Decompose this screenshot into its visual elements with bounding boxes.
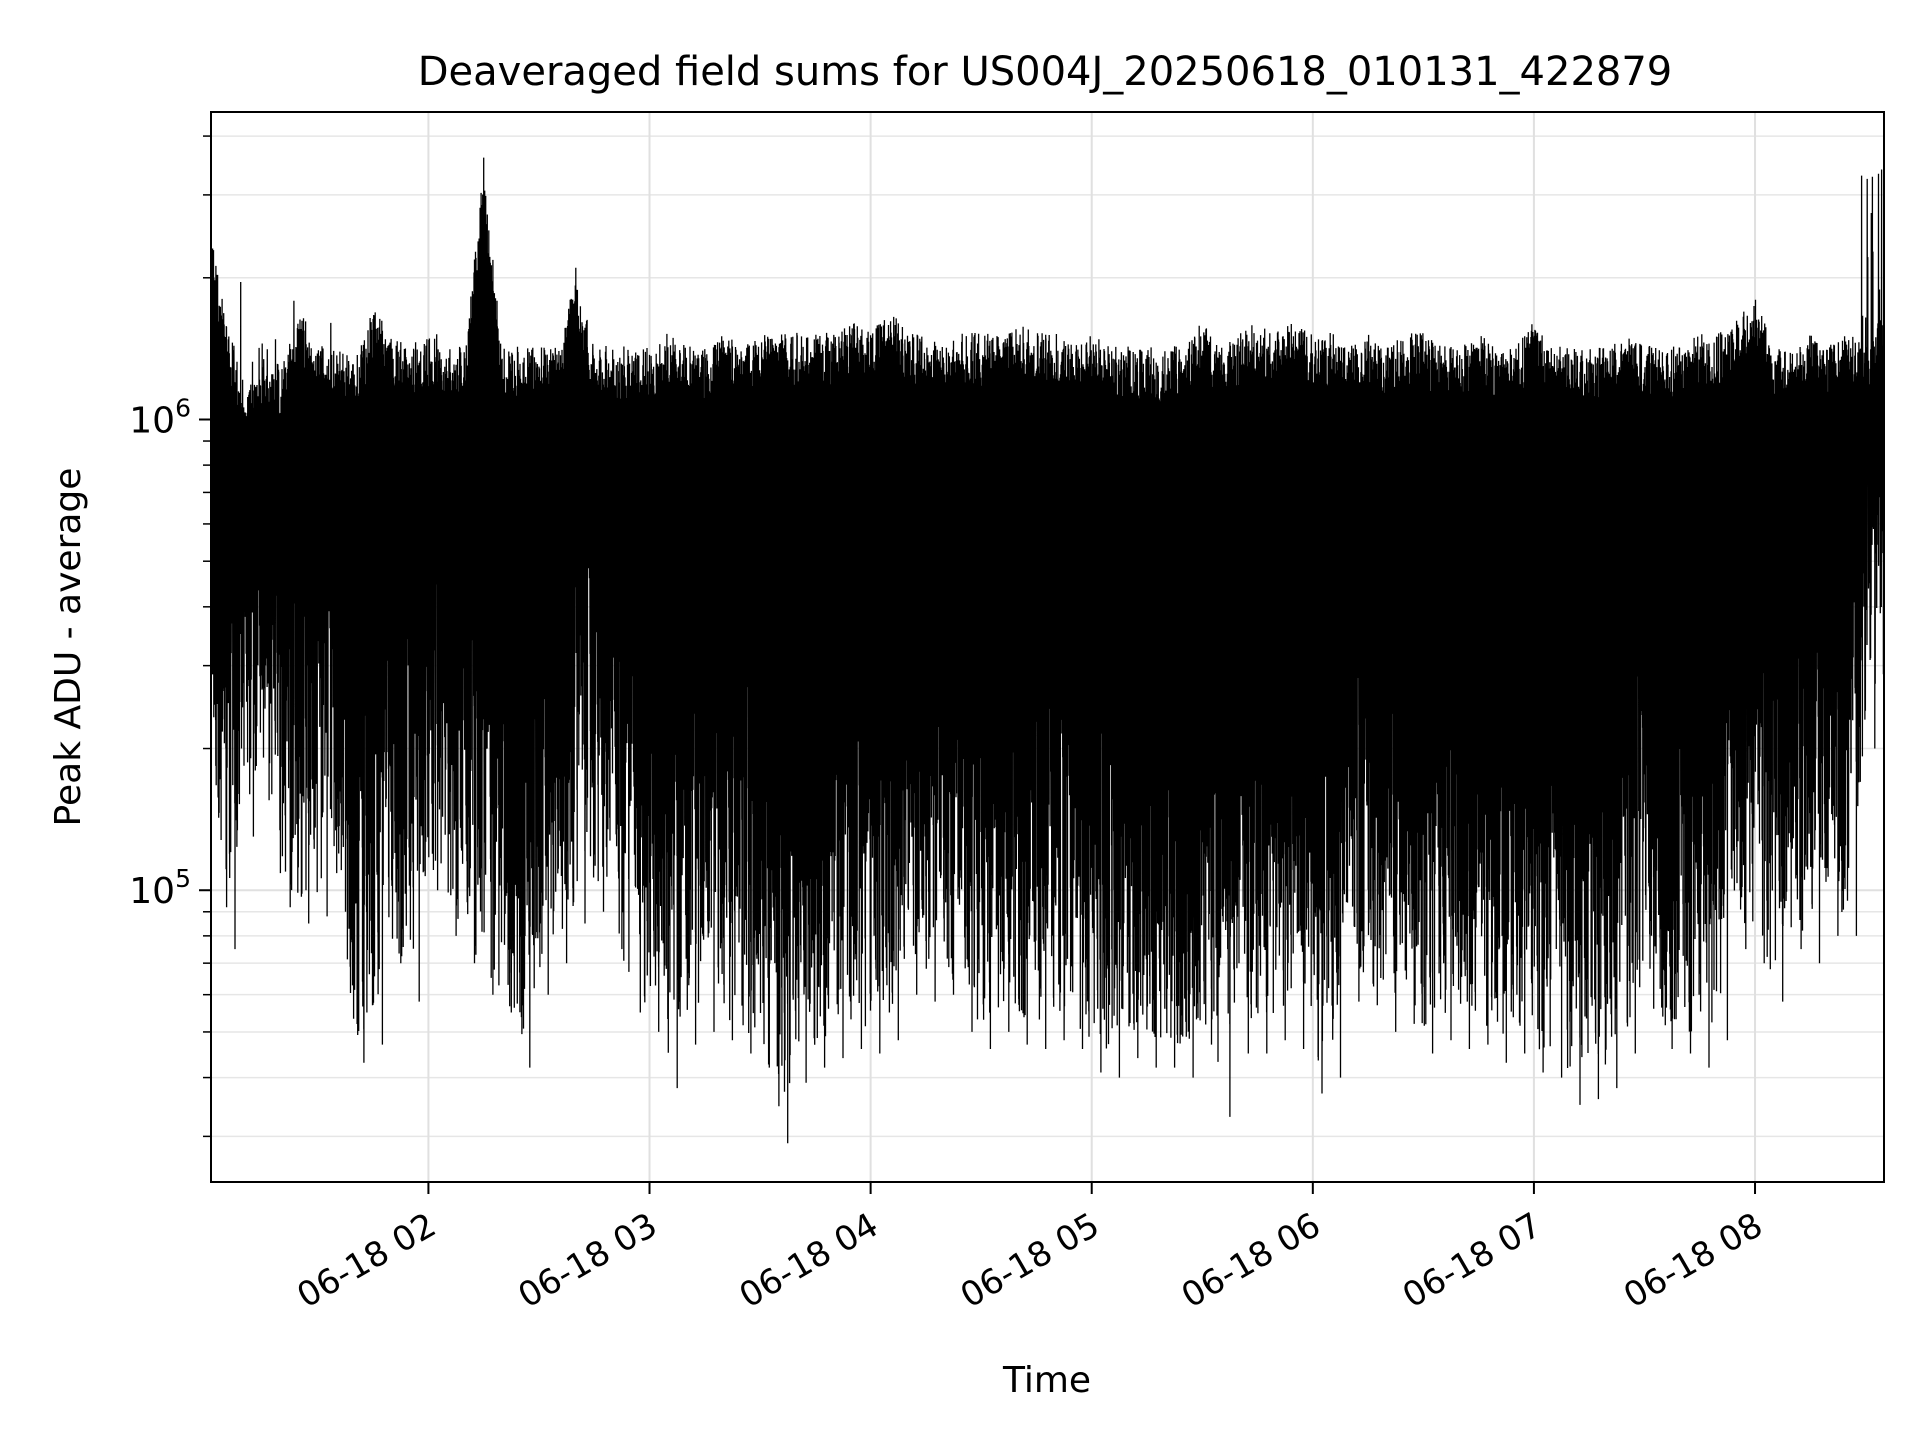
y-tick-base: 10 <box>129 871 175 912</box>
series-group <box>210 157 1885 1144</box>
series-line <box>210 157 1885 1144</box>
x-axis-label: Time <box>1002 1360 1091 1401</box>
y-tick-label: 105 <box>129 864 191 912</box>
chart-title: Deaveraged field sums for US004J_2025061… <box>418 49 1673 95</box>
y-tick-exponent: 5 <box>175 864 191 893</box>
y-tick-label: 106 <box>129 393 191 441</box>
plot-frame <box>210 111 1885 1183</box>
y-tick-exponent: 6 <box>175 393 191 422</box>
y-tick-base: 10 <box>129 400 175 441</box>
y-axis-label: Peak ADU - average <box>48 468 89 827</box>
